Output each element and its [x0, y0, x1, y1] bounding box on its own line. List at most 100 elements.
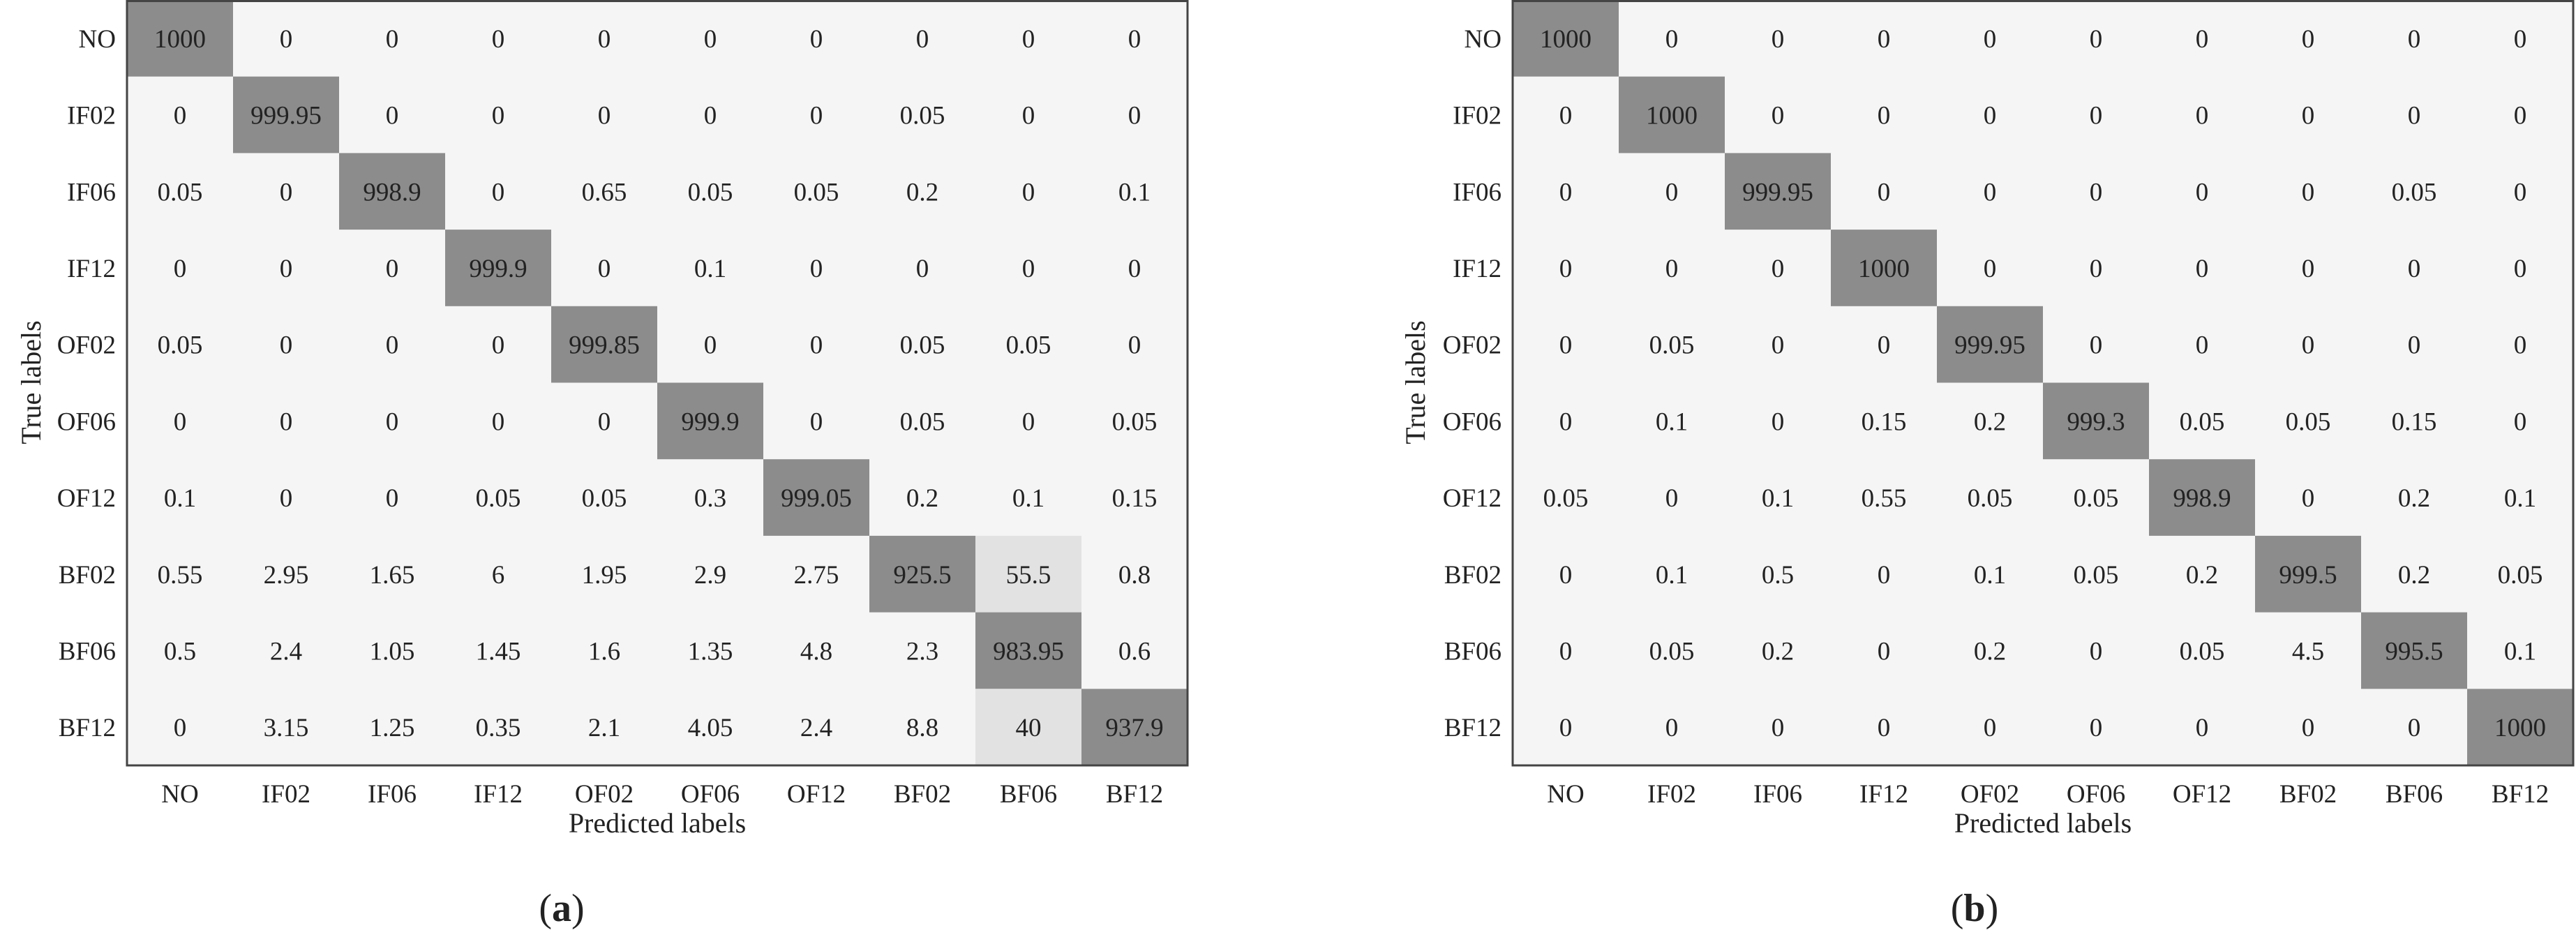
- cell-value: 0.05: [2180, 407, 2225, 436]
- matrix-cell: [1937, 306, 2043, 383]
- cell-value: 0: [2196, 25, 2209, 54]
- cell-value: 0.05: [1649, 637, 1695, 666]
- matrix-frame: [126, 0, 1189, 767]
- cell-value: 0: [1128, 255, 1141, 283]
- cell-value: 0.5: [164, 637, 196, 666]
- cell-value: 2.4: [270, 637, 302, 666]
- y-tick-label: BF06: [1444, 637, 1502, 666]
- x-tick-label: IF12: [474, 780, 523, 809]
- cell-value: 1.95: [582, 561, 627, 590]
- matrix-cell: [339, 153, 445, 230]
- cell-value: 999.05: [781, 484, 852, 513]
- cell-value: 4.05: [688, 714, 733, 742]
- cell-value: 0: [2090, 178, 2103, 207]
- cell-value: 0: [1022, 102, 1035, 130]
- cell-value: 0: [2302, 25, 2315, 54]
- x-tick-label: NO: [161, 780, 198, 809]
- matrix-cell: [657, 382, 763, 460]
- cell-value: 0.05: [794, 178, 839, 207]
- x-tick-label: OF06: [681, 780, 740, 809]
- x-tick-labels: NO IF02 IF06 IF12 OF02 OF06 OF12 BF02 BF06 BF12: [1547, 780, 2549, 809]
- cell-value: 0: [1022, 255, 1035, 283]
- cell-value: 0.8: [1118, 561, 1151, 590]
- cell-value: 0: [2514, 255, 2527, 283]
- svg-text:(b): (b): [1951, 887, 1998, 930]
- matrix-cell: [2467, 689, 2573, 765]
- cell-value: 0: [810, 255, 823, 283]
- confusion-matrix-panel-b: 1000 0 0 0 0 0 0 0 0 0 0 1000 0 0 0 0 0 0 0 0 0 0 999.95 0 0 0 0 0 0…: [1400, 0, 2575, 930]
- cell-value: 0.1: [2504, 484, 2536, 513]
- cell-value: 0: [916, 25, 929, 54]
- cell-value: 0: [1984, 25, 1997, 54]
- cell-value: 0: [280, 484, 293, 513]
- cell-value: 0: [2302, 255, 2315, 283]
- cell-value: 0.1: [1012, 484, 1044, 513]
- y-tick-labels: NO IF02 IF06 IF12 OF02 OF06 OF12 BF02 BF06 BF12: [57, 25, 116, 742]
- cell-value: 0: [2196, 102, 2209, 130]
- cell-value: 0.05: [1968, 484, 2013, 513]
- x-tick-label: BF02: [894, 780, 951, 809]
- cell-value: 0: [2090, 331, 2103, 360]
- cell-value: 1.35: [688, 637, 733, 666]
- cell-value: 0: [2302, 484, 2315, 513]
- cell-value: 0: [2302, 102, 2315, 130]
- y-tick-label: BF12: [1444, 714, 1502, 742]
- cell-value: 0: [1878, 637, 1891, 666]
- cell-value: 0.2: [2186, 561, 2218, 590]
- cell-value: 998.9: [2173, 484, 2231, 513]
- matrix-cell: [1725, 153, 1831, 230]
- cell-value: 0: [598, 255, 611, 283]
- cell-value: 0: [598, 102, 611, 130]
- cell-value: 0.15: [1862, 407, 1907, 436]
- cell-value: 0.1: [1656, 407, 1688, 436]
- matrix-cell: [551, 306, 657, 383]
- cell-value: 0.05: [158, 331, 203, 360]
- cell-value: 1000: [1646, 102, 1698, 130]
- cell-value: 1000: [1858, 255, 1910, 283]
- y-tick-label: NO: [1465, 25, 1502, 54]
- cell-value: 0.35: [476, 714, 521, 742]
- cell-value: 0.55: [158, 561, 203, 590]
- cell-value: 0: [1559, 561, 1573, 590]
- cell-value: 0: [2408, 714, 2421, 742]
- matrix-cells: [127, 0, 1188, 765]
- cell-value: 998.9: [363, 178, 421, 207]
- cell-value: 0: [1984, 255, 1997, 283]
- y-tick-label: IF12: [1453, 255, 1502, 283]
- cell-value: 0: [2090, 102, 2103, 130]
- cell-value: 0: [1559, 407, 1573, 436]
- cell-value: 983.95: [993, 637, 1064, 666]
- y-tick-label: BF06: [59, 637, 116, 666]
- cell-value: 0: [2408, 102, 2421, 130]
- cell-value: 0: [2302, 331, 2315, 360]
- matrix-cell: [1831, 230, 1937, 306]
- x-tick-label: IF02: [262, 780, 310, 809]
- y-tick-label: BF12: [59, 714, 116, 742]
- cell-value: 0: [492, 331, 505, 360]
- matrix-cell: [1513, 0, 1619, 77]
- matrix-cell: [763, 459, 869, 536]
- cell-value: 0: [810, 407, 823, 436]
- cell-value: 0.15: [2392, 407, 2437, 436]
- cell-value: 0.1: [2504, 637, 2536, 666]
- cell-value: 0: [1559, 714, 1573, 742]
- cell-value: 0.05: [2180, 637, 2225, 666]
- cell-value: 0.2: [906, 178, 938, 207]
- cell-value: 0: [810, 25, 823, 54]
- x-tick-label: IF02: [1647, 780, 1696, 809]
- svg-text:(a): (a): [539, 887, 584, 930]
- cell-value: 0: [1878, 561, 1891, 590]
- cell-value: 0.05: [2392, 178, 2437, 207]
- cell-value: 0: [1665, 484, 1679, 513]
- y-tick-label: IF06: [1453, 178, 1502, 207]
- cell-value: 1000: [1540, 25, 1592, 54]
- x-axis-label: Predicted labels: [569, 807, 746, 839]
- cell-value: 0: [386, 25, 399, 54]
- cell-value: 0: [704, 331, 717, 360]
- cell-value: 0: [280, 255, 293, 283]
- cell-value: 0: [1559, 255, 1573, 283]
- cell-value: 0: [1665, 255, 1679, 283]
- cell-value: 0.6: [1118, 637, 1151, 666]
- cell-value: 0: [386, 407, 399, 436]
- cell-value: 0: [174, 714, 187, 742]
